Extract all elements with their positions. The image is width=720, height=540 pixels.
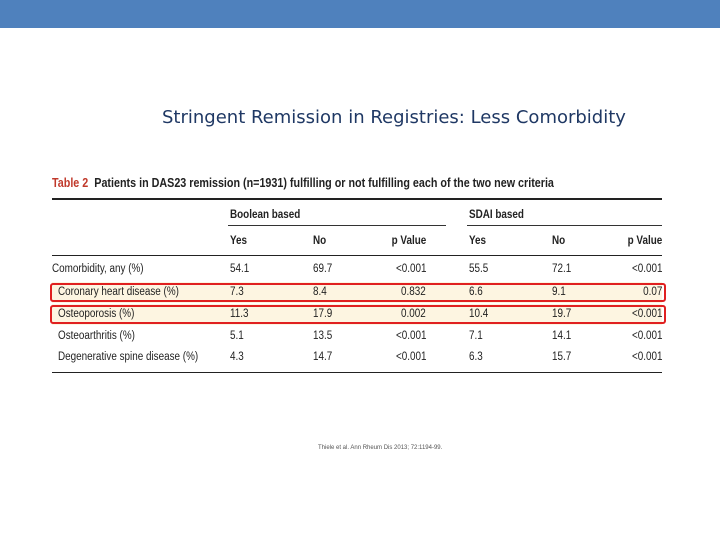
row-label: Osteoarthritis (%) (58, 330, 135, 342)
table-cell: 0.832 (401, 286, 426, 298)
row-label: Osteoporosis (%) (58, 308, 135, 320)
column-header-sdai-p: p Value (627, 235, 662, 247)
table-cell: 4.3 (230, 351, 244, 363)
table-cell: 55.5 (469, 263, 489, 275)
group-header-boolean: Boolean based (230, 209, 301, 221)
column-header-sdai-yes: Yes (469, 235, 487, 247)
table-cell: <0.001 (631, 351, 662, 363)
table-cell: 14.1 (552, 330, 572, 342)
column-header-sdai-no: No (552, 235, 566, 247)
table-cell: 17.9 (313, 308, 333, 320)
table-caption-text: Patients in DAS23 remission (n=1931) ful… (94, 176, 554, 190)
table-cell: <0.001 (395, 263, 426, 275)
table-cell: <0.001 (631, 263, 662, 275)
table-cell: 6.6 (469, 286, 483, 298)
table-cell: <0.001 (395, 351, 426, 363)
table-cell: 8.4 (313, 286, 327, 298)
row-label: Comorbidity, any (%) (52, 263, 144, 275)
row-band-coronary (52, 282, 662, 303)
table-cell: 7.1 (469, 330, 483, 342)
table-cell: 15.7 (552, 351, 572, 363)
table-cell: <0.001 (631, 308, 662, 320)
row-label: Degenerative spine disease (%) (58, 351, 199, 363)
table-cell: 0.002 (401, 308, 426, 320)
table-cell: 9.1 (552, 286, 566, 298)
table-caption: Table 2 Patients in DAS23 remission (n=19… (52, 176, 554, 190)
table-header-rule (52, 255, 662, 256)
group-header-sdai: SDAI based (469, 209, 524, 221)
table-cell: 5.1 (230, 330, 244, 342)
table-top-rule (52, 198, 662, 200)
table-cell: 10.4 (469, 308, 489, 320)
highlight-box-osteoporosis (50, 305, 666, 324)
table-cell: 6.3 (469, 351, 483, 363)
column-header-boolean-p: p Value (391, 235, 426, 247)
table-bottom-rule (52, 372, 662, 373)
highlight-box-coronary (50, 283, 666, 302)
table-cell: 54.1 (230, 263, 250, 275)
table-cell: 7.3 (230, 286, 244, 298)
group-underline-boolean (228, 225, 446, 226)
row-label: Coronary heart disease (%) (58, 286, 179, 298)
group-underline-sdai (467, 225, 662, 226)
table-cell: 14.7 (313, 351, 333, 363)
column-header-boolean-yes: Yes (230, 235, 248, 247)
slide-title: Stringent Remission in Registries: Less … (162, 107, 626, 128)
table-cell: <0.001 (631, 330, 662, 342)
table-cell: <0.001 (395, 330, 426, 342)
column-header-boolean-no: No (313, 235, 327, 247)
citation: Thiele et al. Ann Rheum Dis 2013; 72:119… (318, 445, 443, 451)
table-cell: 69.7 (313, 263, 333, 275)
table-label: Table 2 (52, 176, 89, 190)
table-cell: 13.5 (313, 330, 333, 342)
top-accent-bar (0, 0, 720, 28)
table-cell: 11.3 (230, 308, 249, 320)
comorbidity-table: Table 2 Patients in DAS23 remission (n=19… (50, 176, 666, 376)
table-cell: 19.7 (552, 308, 572, 320)
row-band-osteoporosis (52, 304, 662, 325)
table-cell: 72.1 (552, 263, 572, 275)
table-cell: 0.07 (642, 286, 662, 298)
